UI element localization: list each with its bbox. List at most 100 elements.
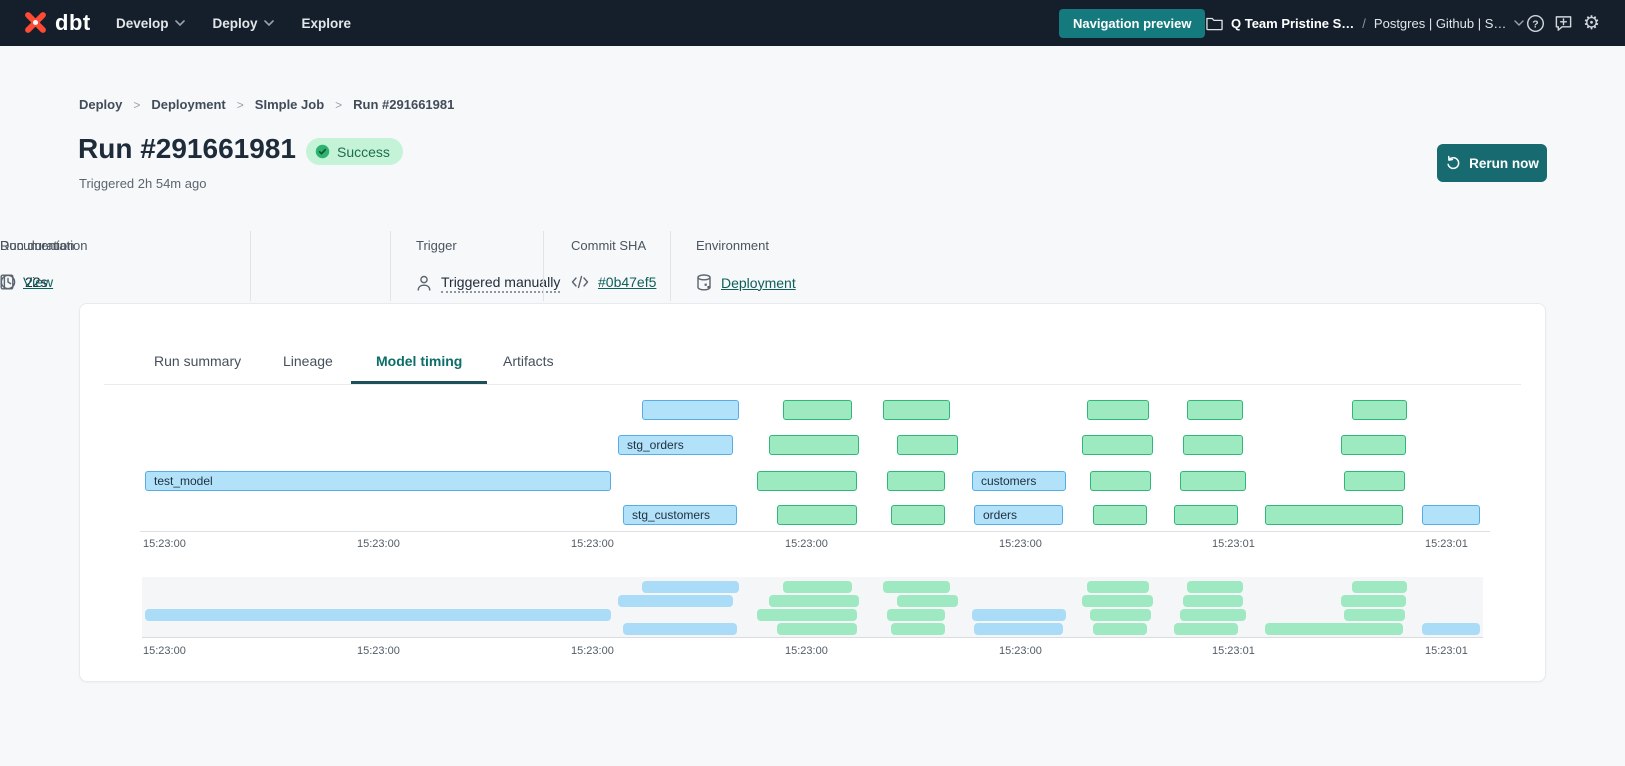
commit-sha-link[interactable]: #0b47ef5 <box>598 274 657 290</box>
project-separator: / <box>1362 15 1366 31</box>
minimap-bar <box>618 594 733 607</box>
breadcrumb-separator: > <box>236 97 244 112</box>
gantt-bar[interactable] <box>887 471 945 491</box>
minimap-bar <box>974 622 1063 635</box>
gantt-bar[interactable] <box>1183 435 1243 455</box>
breadcrumb-job[interactable]: SImple Job <box>254 97 325 112</box>
gantt-bar-test_model[interactable]: test_model <box>145 471 611 491</box>
minimap-tick-label: 15:23:00 <box>571 645 614 657</box>
gantt-bar[interactable] <box>1180 471 1246 491</box>
gantt-bar-label: customers <box>981 474 1037 488</box>
project-selector[interactable]: Q Team Pristine S… / Postgres | Github |… <box>1206 0 1525 46</box>
tab-lineage[interactable]: Lineage <box>283 353 333 369</box>
meta-run-duration: Run duration 22s <box>0 238 74 290</box>
trigger-value[interactable]: Triggered manually <box>441 274 561 293</box>
minimap-bar <box>972 608 1066 621</box>
gantt-bar[interactable] <box>777 505 857 525</box>
chevron-down-icon <box>1514 20 1525 26</box>
breadcrumb: Deploy > Deployment > SImple Job > Run #… <box>79 97 454 112</box>
breadcrumb-separator: > <box>133 97 141 112</box>
tab-run-summary[interactable]: Run summary <box>154 353 242 369</box>
gantt-bar[interactable] <box>1341 435 1406 455</box>
gantt-bar[interactable] <box>1093 505 1147 525</box>
navbar-icon-group: ? ⚙ <box>1526 0 1601 46</box>
nav-item-deploy[interactable]: Deploy <box>213 16 274 31</box>
gantt-bar-customers[interactable]: customers <box>972 471 1066 491</box>
brand[interactable]: dbt <box>22 9 91 36</box>
minimap-bar <box>1093 622 1147 635</box>
meta-divider <box>390 231 391 301</box>
breadcrumb-deployment[interactable]: Deployment <box>151 97 226 112</box>
gantt-bar-stg_orders[interactable]: stg_orders <box>618 435 733 455</box>
minimap-bar <box>887 608 945 621</box>
tab-model-timing[interactable]: Model timing <box>351 334 488 384</box>
main-nav: Develop Deploy Explore <box>116 0 351 46</box>
minimap-bar <box>777 622 857 635</box>
minimap-bar <box>1183 594 1243 607</box>
gantt-bar[interactable] <box>783 400 852 420</box>
nav-item-explore[interactable]: Explore <box>301 15 352 31</box>
gantt-bar[interactable] <box>1082 435 1153 455</box>
navigation-preview-button[interactable]: Navigation preview <box>1059 9 1206 38</box>
gantt-bar[interactable] <box>883 400 950 420</box>
tab-artifacts[interactable]: Artifacts <box>503 353 554 369</box>
gantt-bar[interactable] <box>1265 505 1403 525</box>
gantt-bar[interactable] <box>1087 400 1149 420</box>
gantt-axis-line <box>140 531 1490 532</box>
gantt-bar[interactable] <box>1344 471 1405 491</box>
triggered-timestamp: Triggered 2h 54m ago <box>79 176 207 191</box>
minimap-bar <box>1344 608 1405 621</box>
environment-link[interactable]: Deployment <box>721 274 796 291</box>
gantt-tick-label: 15:23:01 <box>1425 538 1468 550</box>
gantt-bar-label: stg_orders <box>627 438 684 452</box>
meta-divider <box>670 231 671 301</box>
minimap-bar <box>1082 594 1153 607</box>
minimap-bar <box>1352 580 1407 593</box>
gantt-bar-label: test_model <box>154 474 213 488</box>
minimap-bar <box>1174 622 1238 635</box>
gantt-tick-label: 15:23:00 <box>785 538 828 550</box>
gantt-tick-label: 15:23:00 <box>357 538 400 550</box>
gantt-bar[interactable] <box>769 435 859 455</box>
minimap-bar <box>145 608 611 621</box>
feedback-icon[interactable] <box>1554 14 1573 33</box>
minimap-bar <box>897 594 958 607</box>
gantt-bar[interactable] <box>642 400 739 420</box>
gantt-bar-label: orders <box>983 508 1018 522</box>
check-circle-icon <box>315 144 330 159</box>
refresh-icon <box>1445 155 1461 171</box>
gantt-bar-stg_customers[interactable]: stg_customers <box>623 505 737 525</box>
gantt-bar[interactable] <box>1352 400 1407 420</box>
rerun-now-label: Rerun now <box>1469 155 1539 171</box>
gantt-bar[interactable] <box>1187 400 1243 420</box>
gantt-bar[interactable] <box>1174 505 1238 525</box>
gantt-bar-orders[interactable]: orders <box>974 505 1063 525</box>
meta-label: Documentation <box>0 238 88 253</box>
chevron-down-icon <box>263 20 274 26</box>
chevron-down-icon <box>174 20 185 26</box>
breadcrumb-deploy[interactable]: Deploy <box>79 97 123 112</box>
gear-icon[interactable]: ⚙ <box>1582 12 1601 34</box>
minimap-bar <box>1265 622 1403 635</box>
minimap-tick-label: 15:23:00 <box>999 645 1042 657</box>
gantt-bar[interactable] <box>1422 505 1480 525</box>
meta-label: Commit SHA <box>571 238 647 253</box>
meta-label: Environment <box>696 238 769 253</box>
rerun-now-button[interactable]: Rerun now <box>1437 144 1547 182</box>
status-badge-label: Success <box>337 143 390 160</box>
gantt-bar[interactable] <box>897 435 958 455</box>
nav-item-develop[interactable]: Develop <box>116 16 185 31</box>
gantt-bar[interactable] <box>891 505 945 525</box>
gantt-bar[interactable] <box>1090 471 1151 491</box>
brand-text: dbt <box>55 9 91 35</box>
gantt-bar-label: stg_customers <box>632 508 711 522</box>
minimap-bar <box>757 608 857 621</box>
gantt-bar[interactable] <box>757 471 857 491</box>
gantt-tick-label: 15:23:00 <box>999 538 1042 550</box>
documentation-view-link[interactable]: View <box>23 274 54 290</box>
meta-environment: Environment Deployment <box>696 238 796 291</box>
breadcrumb-separator: > <box>335 97 343 112</box>
help-icon[interactable]: ? <box>1526 14 1545 33</box>
folder-icon <box>1206 16 1223 31</box>
minimap-bar <box>623 622 737 635</box>
